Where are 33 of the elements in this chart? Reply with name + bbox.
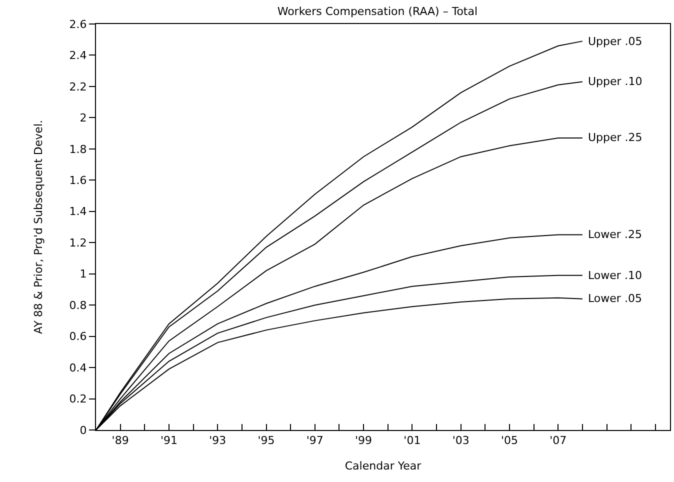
y-tick-label: 0.6: [69, 330, 87, 344]
x-tick-label: '95: [258, 434, 275, 448]
series-label: Lower .25: [588, 228, 642, 241]
y-tick-label: 2.4: [69, 49, 87, 62]
series-label: Lower .05: [588, 292, 642, 305]
series-label: Upper .05: [588, 35, 642, 48]
y-tick-label: 0: [80, 424, 87, 437]
series-label: Upper .25: [588, 131, 642, 144]
y-tick-label: 2.2: [69, 80, 87, 94]
y-tick-label: 1.2: [69, 236, 87, 250]
series-label: Upper .10: [588, 75, 642, 88]
x-tick-label: '99: [355, 434, 372, 448]
y-axis-title: AY 88 & Prior, Prg'd Subsequent Devel.: [32, 120, 45, 334]
x-tick-label: '91: [160, 434, 178, 448]
y-tick-label: 1.4: [69, 205, 87, 218]
y-tick-label: 0.2: [69, 392, 87, 406]
y-tick-label: 2: [80, 112, 87, 125]
y-tick-label: 0.4: [69, 361, 87, 374]
y-tick-label: 0.8: [69, 298, 87, 312]
x-tick-label: '01: [404, 434, 421, 448]
y-tick-label: 1: [80, 268, 87, 281]
y-tick-label: 2.6: [69, 18, 87, 31]
x-tick-label: '03: [452, 434, 470, 448]
x-tick-label: '07: [550, 434, 567, 448]
x-tick-label: '89: [112, 434, 129, 448]
x-tick-label: '05: [500, 434, 518, 448]
chart-title: Workers Compensation (RAA) – Total: [277, 4, 478, 18]
x-tick-label: '93: [209, 434, 226, 448]
series-label: Lower .10: [588, 269, 642, 282]
y-tick-label: 1.8: [69, 142, 87, 156]
x-tick-label: '97: [306, 434, 324, 448]
x-axis-title: Calendar Year: [344, 459, 422, 472]
y-tick-label: 1.6: [69, 174, 87, 187]
